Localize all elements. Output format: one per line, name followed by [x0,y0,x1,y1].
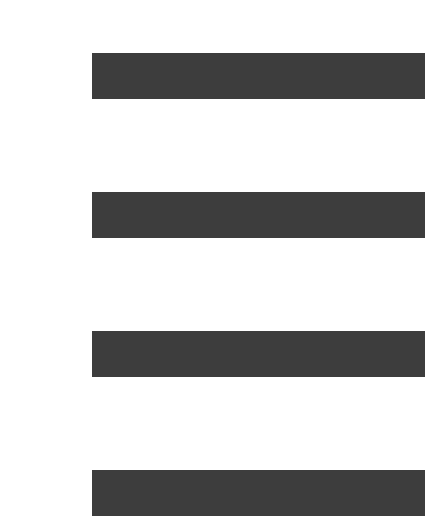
menu-bar [92,331,425,377]
menu-bar [92,192,425,238]
menu-bar [92,53,425,99]
menu-bar [92,470,425,516]
